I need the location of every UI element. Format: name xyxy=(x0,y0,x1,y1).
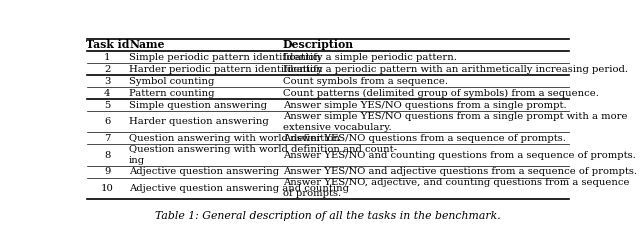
Text: Description: Description xyxy=(283,40,354,50)
Text: 6: 6 xyxy=(104,117,111,126)
Text: 3: 3 xyxy=(104,77,111,86)
Text: Pattern counting: Pattern counting xyxy=(129,89,214,98)
Text: Table 1: General description of all the tasks in the benchmark.: Table 1: General description of all the … xyxy=(155,211,501,220)
Text: 8: 8 xyxy=(104,151,111,160)
Text: 5: 5 xyxy=(104,101,111,110)
Text: Count symbols from a sequence.: Count symbols from a sequence. xyxy=(283,77,448,86)
Text: Adjective question answering: Adjective question answering xyxy=(129,167,279,176)
Text: 2: 2 xyxy=(104,65,111,74)
Text: Identify a simple periodic pattern.: Identify a simple periodic pattern. xyxy=(283,52,457,61)
Text: Task id: Task id xyxy=(86,40,129,50)
Text: Question answering with world definition and count-
ing: Question answering with world definition… xyxy=(129,145,397,165)
Text: Answer simple YES/NO questions from a single prompt.: Answer simple YES/NO questions from a si… xyxy=(283,101,566,110)
Text: Harder periodic pattern identification: Harder periodic pattern identification xyxy=(129,65,323,74)
Text: Name: Name xyxy=(129,40,164,50)
Text: Question answering with world definition: Question answering with world definition xyxy=(129,134,340,143)
Text: Adjective question answering and counting: Adjective question answering and countin… xyxy=(129,184,349,193)
Text: Count patterns (delimited group of symbols) from a sequence.: Count patterns (delimited group of symbo… xyxy=(283,88,599,98)
Text: 10: 10 xyxy=(101,184,114,193)
Text: Symbol counting: Symbol counting xyxy=(129,77,214,86)
Text: Answer YES/NO and counting questions from a sequence of prompts.: Answer YES/NO and counting questions fro… xyxy=(283,151,636,160)
Text: Answer simple YES/NO questions from a single prompt with a more
extensive vocabu: Answer simple YES/NO questions from a si… xyxy=(283,112,627,132)
Text: Answer YES/NO and adjective questions from a sequence of prompts.: Answer YES/NO and adjective questions fr… xyxy=(283,167,637,176)
Text: Simple periodic pattern identification: Simple periodic pattern identification xyxy=(129,52,321,61)
Text: Identify a periodic pattern with an arithmetically increasing period.: Identify a periodic pattern with an arit… xyxy=(283,65,628,74)
Text: Answer YES/NO, adjective, and counting questions from a sequence
of prompts.: Answer YES/NO, adjective, and counting q… xyxy=(283,178,629,199)
Text: Answer YES/NO questions from a sequence of prompts.: Answer YES/NO questions from a sequence … xyxy=(283,134,566,143)
Text: 7: 7 xyxy=(104,134,111,143)
Text: Simple question answering: Simple question answering xyxy=(129,101,267,110)
Text: 1: 1 xyxy=(104,52,111,61)
Text: 9: 9 xyxy=(104,167,111,176)
Text: 4: 4 xyxy=(104,89,111,98)
Text: Harder question answering: Harder question answering xyxy=(129,117,269,126)
